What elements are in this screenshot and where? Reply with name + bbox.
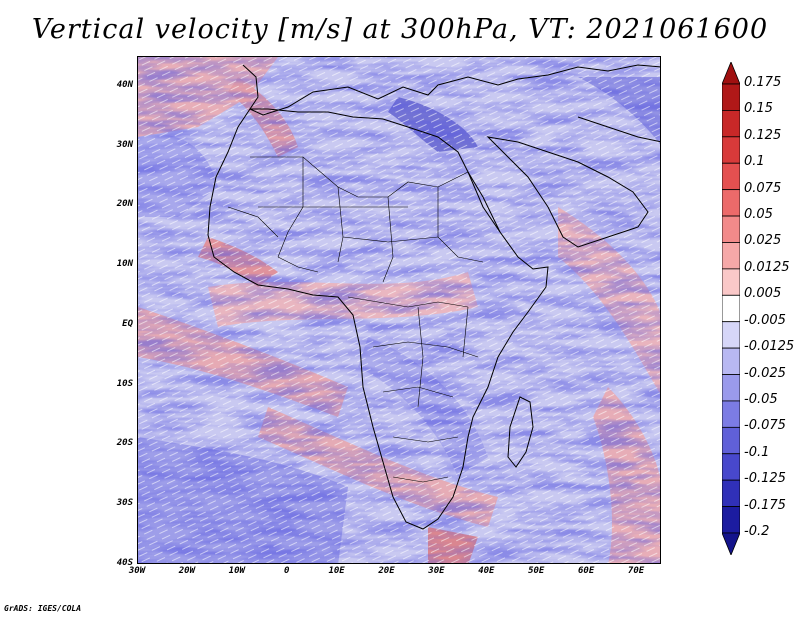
vertical-velocity-field [138,57,660,563]
colorbar-level-label: 0.05 [744,207,773,223]
colorbar-level-label: 0.15 [744,101,773,117]
colorbar-swatch [722,453,740,481]
colorbar-level-label: -0.175 [744,497,786,513]
colorbar-level-label: -0.005 [744,312,786,328]
colorbar-swatch [722,136,740,164]
colorbar [722,62,740,555]
longitude-tick-label: 10E [328,566,345,576]
longitude-tick-label: 60E [578,566,595,576]
latitude-tick-label: 10S [116,378,133,389]
colorbar-level-label: 0.175 [744,75,782,90]
field-streaks [138,57,660,563]
colorbar-level-label: 0.075 [744,180,782,196]
map-title: Vertical velocity [m/s] at 300hPa, VT: 2… [31,14,769,45]
longitude-tick-label: 30E [428,566,445,576]
colorbar-level-label: 0.125 [744,127,782,143]
colorbar-level-label: -0.05 [744,391,778,407]
colorbar-level-label: 0.0125 [744,259,790,275]
colorbar-swatch [722,215,740,243]
map-panel [137,56,661,564]
colorbar-swatch [722,294,740,323]
latitude-tick-label: 10N [116,259,133,270]
latitude-tick-label: 40S [116,558,133,568]
colorbar-swatch [722,400,740,428]
colorbar-swatch [722,110,740,138]
colorbar-min-arrow [722,532,740,555]
longitude-tick-label: 0 [283,566,290,576]
colorbar-swatch [722,83,740,111]
colorbar-swatch [722,321,740,349]
longitude-tick-label: 30W [128,566,146,576]
colorbar-swatch [722,189,740,217]
colorbar-swatch [722,242,740,270]
colorbar-max-arrow [722,62,740,85]
colorbar-level-label: -0.0125 [744,339,795,355]
colorbar-level-label: -0.1 [744,444,770,460]
colorbar-level-label: -0.2 [744,524,770,539]
colorbar-level-label: -0.125 [744,471,786,487]
grads-credit: GrADS: IGES/COLA [4,604,82,613]
longitude-tick-label: 40E [478,566,495,576]
country-borders [227,156,484,483]
colorbar-level-label: 0.005 [744,286,782,302]
colorbar-level-label: 0.025 [744,233,782,249]
colorbar-swatch [722,426,740,455]
longitude-tick-label: 20E [378,566,395,576]
latitude-tick-label: 40N [116,79,133,90]
latitude-tick-label: EQ [122,318,133,329]
latitude-tick-label: 20S [116,438,133,449]
colorbar-swatch [722,347,740,375]
longitude-tick-label: 70E [627,566,645,576]
latitude-tick-label: 30N [116,139,133,150]
colorbar-swatch [722,374,740,402]
colorbar-swatch [722,268,740,296]
longitude-tick-label: 20W [178,566,196,576]
latitude-tick-label: 20N [116,199,133,210]
longitude-tick-label: 50E [528,566,545,576]
colorbar-swatch [722,479,740,507]
colorbar-level-label: -0.025 [744,365,786,381]
colorbar-level-label: 0.1 [744,154,765,170]
colorbar-swatch [722,162,740,191]
colorbar-level-label: -0.075 [744,418,786,434]
longitude-tick-label: 10W [228,566,245,576]
colorbar-swatch [722,506,740,534]
coastlines [207,64,660,530]
latitude-tick-label: 30S [116,498,133,509]
